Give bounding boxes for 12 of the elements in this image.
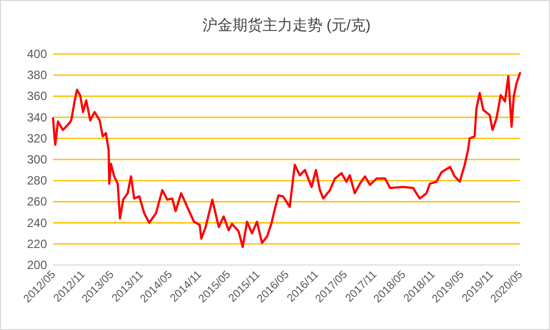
title: 沪金期货主力走势 (元/克): [202, 17, 371, 34]
y-tick-label: 260: [26, 194, 48, 209]
y-tick-label: 340: [26, 110, 48, 124]
y-tick-label: 380: [26, 68, 48, 82]
y-tick-label: 220: [26, 236, 48, 251]
y-tick-label: 400: [26, 47, 48, 61]
y-tick-label: 200: [26, 258, 48, 272]
y-tick-label: 280: [26, 174, 48, 188]
y-tick-label: 360: [26, 89, 48, 104]
y-tick-label: 240: [26, 216, 48, 230]
y-tick-label: 320: [26, 131, 48, 146]
y-tick-label: 300: [26, 152, 48, 166]
